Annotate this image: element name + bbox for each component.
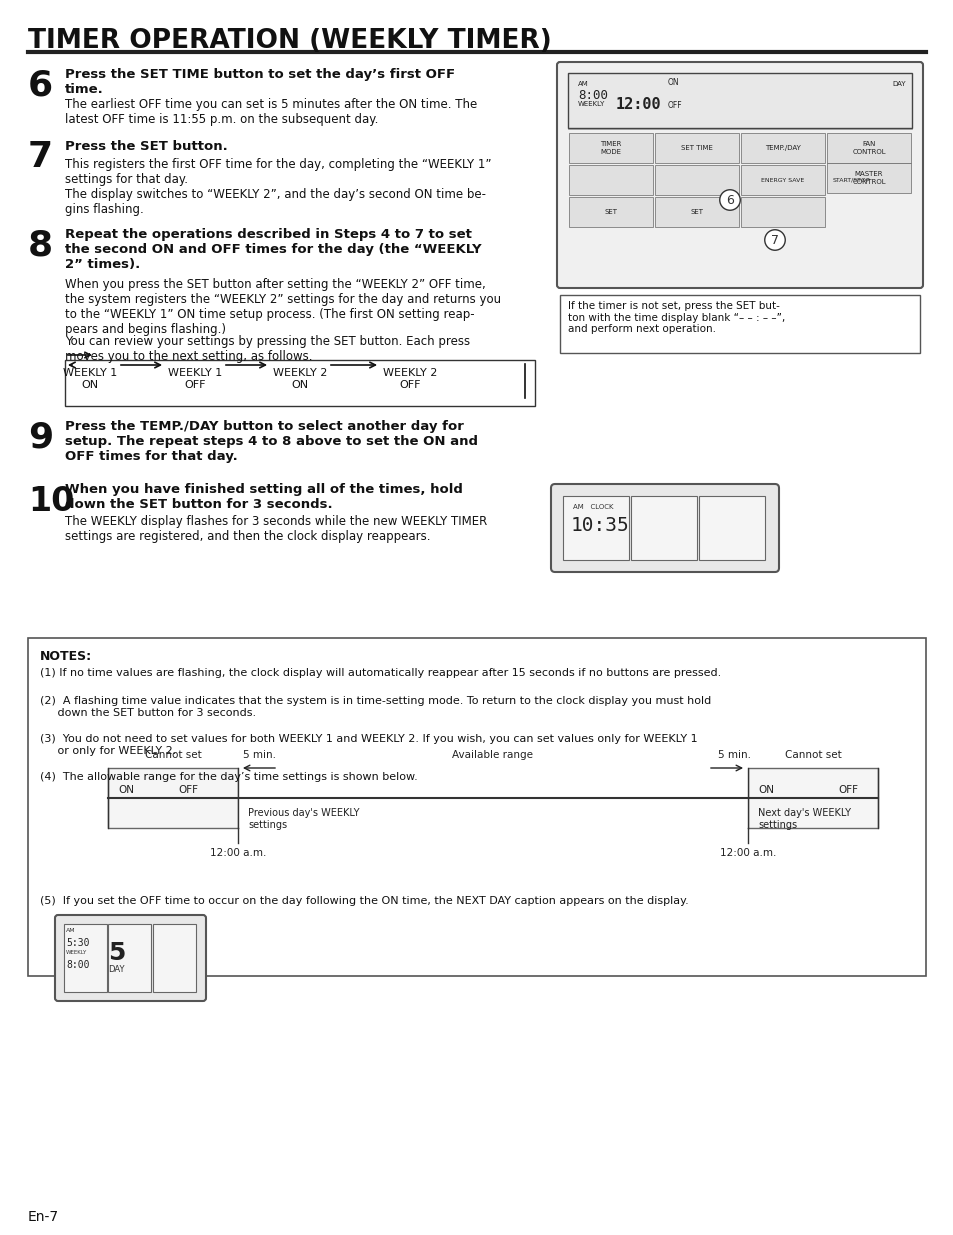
Bar: [568, 165, 652, 195]
Text: 5 min.: 5 min.: [718, 750, 750, 760]
Text: AM: AM: [578, 82, 588, 86]
Text: 6: 6: [725, 194, 733, 206]
Text: 12:00: 12:00: [616, 98, 661, 112]
Text: ON: ON: [758, 785, 773, 795]
Text: Next day's WEEKLY
settings: Next day's WEEKLY settings: [758, 808, 850, 830]
Text: (4)  The allowable range for the day’s time settings is shown below.: (4) The allowable range for the day’s ti…: [40, 772, 417, 782]
Text: Previous day's WEEKLY
settings: Previous day's WEEKLY settings: [248, 808, 359, 830]
Text: (5)  If you set the OFF time to occur on the day following the ON time, the NEXT: (5) If you set the OFF time to occur on …: [40, 897, 688, 906]
Text: 12:00 a.m.: 12:00 a.m.: [210, 848, 266, 858]
Bar: [108, 768, 237, 827]
Bar: [152, 924, 195, 992]
Text: WEEKLY: WEEKLY: [578, 101, 605, 107]
Bar: [237, 768, 747, 827]
FancyBboxPatch shape: [557, 62, 923, 288]
Bar: [109, 924, 151, 992]
Text: You can review your settings by pressing the SET button. Each press
moves you to: You can review your settings by pressing…: [65, 335, 470, 363]
Text: SET TIME: SET TIME: [680, 144, 712, 151]
Text: Repeat the operations described in Steps 4 to 7 to set
the second ON and OFF tim: Repeat the operations described in Steps…: [65, 228, 481, 270]
Text: 7: 7: [770, 233, 779, 247]
Text: (3)  You do not need to set values for both WEEKLY 1 and WEEKLY 2. If you wish, : (3) You do not need to set values for bo…: [40, 734, 697, 756]
Bar: [630, 496, 697, 559]
Bar: [740, 165, 824, 195]
Text: If the timer is not set, press the SET but-
ton with the time display blank “– –: If the timer is not set, press the SET b…: [567, 301, 784, 335]
Text: The earliest OFF time you can set is 5 minutes after the ON time. The
latest OFF: The earliest OFF time you can set is 5 m…: [65, 98, 476, 126]
Text: WEEKLY 2
OFF: WEEKLY 2 OFF: [382, 368, 436, 389]
Text: 12:00 a.m.: 12:00 a.m.: [720, 848, 776, 858]
Text: START/STOP: START/STOP: [832, 178, 870, 183]
Bar: [567, 73, 911, 128]
Text: Available range: Available range: [452, 750, 533, 760]
Text: ON: ON: [667, 78, 679, 86]
Text: DAY: DAY: [108, 966, 125, 974]
Text: 8: 8: [28, 228, 53, 262]
Bar: [655, 165, 739, 195]
Bar: [65, 359, 535, 406]
Text: WEEKLY 2
ON: WEEKLY 2 ON: [273, 368, 327, 389]
Text: This registers the first OFF time for the day, completing the “WEEKLY 1”
setting: This registers the first OFF time for th…: [65, 158, 491, 216]
Text: 8:00: 8:00: [66, 960, 90, 969]
Text: Press the SET TIME button to set the day’s first OFF
time.: Press the SET TIME button to set the day…: [65, 68, 455, 96]
Text: TEMP./DAY: TEMP./DAY: [764, 144, 801, 151]
Text: (1) If no time values are flashing, the clock display will automatically reappea: (1) If no time values are flashing, the …: [40, 668, 720, 678]
Text: NOTES:: NOTES:: [40, 650, 92, 663]
Text: 7: 7: [28, 140, 53, 174]
Text: 6: 6: [28, 68, 53, 103]
Text: 10:35: 10:35: [571, 516, 629, 535]
Text: When you have finished setting all of the times, hold
down the SET button for 3 : When you have finished setting all of th…: [65, 483, 462, 511]
Text: Cannot set: Cannot set: [145, 750, 201, 760]
FancyBboxPatch shape: [55, 915, 206, 1002]
Text: 10: 10: [28, 485, 74, 517]
Text: 9: 9: [28, 420, 53, 454]
Bar: [559, 295, 919, 353]
Text: WEEKLY: WEEKLY: [66, 950, 87, 955]
Text: AM: AM: [66, 927, 75, 932]
Text: OFF: OFF: [837, 785, 857, 795]
Text: SET: SET: [690, 209, 702, 215]
Bar: [28, 638, 925, 976]
Text: MASTER
CONTROL: MASTER CONTROL: [851, 172, 885, 184]
FancyBboxPatch shape: [551, 484, 779, 572]
Bar: [655, 133, 739, 163]
Bar: [740, 198, 824, 227]
Text: TIMER
MODE: TIMER MODE: [599, 142, 621, 154]
Text: OFF: OFF: [178, 785, 198, 795]
Text: When you press the SET button after setting the “WEEKLY 2” OFF time,
the system : When you press the SET button after sett…: [65, 278, 500, 336]
Text: SET: SET: [604, 209, 617, 215]
Text: AM   CLOCK: AM CLOCK: [573, 504, 613, 510]
Bar: [655, 198, 739, 227]
Text: WEEKLY 1
OFF: WEEKLY 1 OFF: [168, 368, 222, 389]
Bar: [740, 133, 824, 163]
Bar: [826, 133, 910, 163]
Text: 5: 5: [108, 941, 125, 965]
Text: FAN
CONTROL: FAN CONTROL: [851, 142, 885, 154]
Text: The WEEKLY display flashes for 3 seconds while the new WEEKLY TIMER
settings are: The WEEKLY display flashes for 3 seconds…: [65, 515, 487, 543]
Text: ENERGY SAVE: ENERGY SAVE: [760, 178, 803, 183]
Bar: [699, 496, 764, 559]
Text: WEEKLY 1
ON: WEEKLY 1 ON: [63, 368, 117, 389]
Text: (2)  A flashing time value indicates that the system is in time-setting mode. To: (2) A flashing time value indicates that…: [40, 697, 711, 718]
Text: DAY: DAY: [891, 82, 904, 86]
Text: Press the TEMP./DAY button to select another day for
setup. The repeat steps 4 t: Press the TEMP./DAY button to select ano…: [65, 420, 477, 463]
Bar: [568, 198, 652, 227]
Bar: [826, 163, 910, 193]
Bar: [562, 496, 628, 559]
Text: TIMER OPERATION (WEEKLY TIMER): TIMER OPERATION (WEEKLY TIMER): [28, 28, 551, 54]
Text: Cannot set: Cannot set: [783, 750, 841, 760]
Text: En-7: En-7: [28, 1210, 59, 1224]
Text: Press the SET button.: Press the SET button.: [65, 140, 228, 153]
Text: 5:30: 5:30: [66, 939, 90, 948]
Text: ON: ON: [118, 785, 133, 795]
Text: 5 min.: 5 min.: [243, 750, 275, 760]
Bar: [568, 133, 652, 163]
Bar: [747, 768, 877, 827]
Text: 8:00: 8:00: [578, 89, 607, 103]
Text: OFF: OFF: [667, 101, 682, 110]
Bar: [64, 924, 107, 992]
